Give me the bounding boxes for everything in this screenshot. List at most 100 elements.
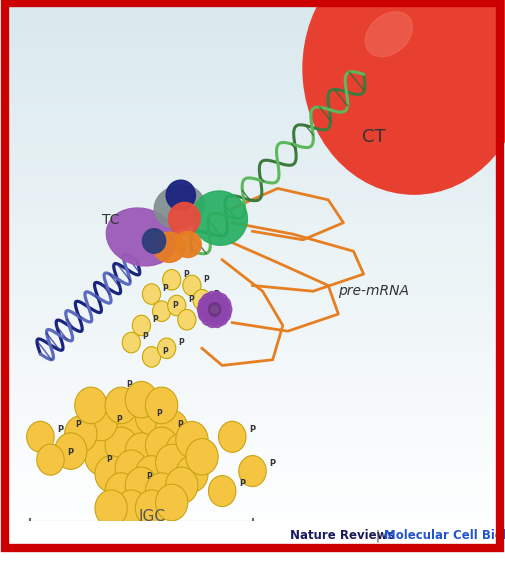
Bar	[5, 276, 500, 284]
Circle shape	[211, 313, 223, 327]
Circle shape	[132, 315, 150, 336]
Circle shape	[37, 444, 64, 475]
Bar	[5, 330, 500, 339]
Bar	[5, 512, 500, 521]
Bar	[5, 476, 500, 485]
Text: P: P	[213, 289, 219, 299]
Circle shape	[135, 399, 168, 435]
Text: CT: CT	[362, 128, 385, 146]
Circle shape	[115, 450, 147, 486]
Circle shape	[27, 421, 54, 452]
Circle shape	[220, 303, 232, 316]
Bar	[5, 167, 500, 175]
Circle shape	[158, 338, 176, 359]
Circle shape	[219, 297, 231, 311]
Circle shape	[142, 347, 161, 367]
Bar	[5, 521, 500, 548]
Bar	[5, 448, 500, 457]
Ellipse shape	[166, 180, 195, 210]
Bar	[5, 303, 500, 312]
Bar	[5, 430, 500, 439]
Bar	[5, 393, 500, 403]
Bar	[5, 221, 500, 230]
Bar	[5, 158, 500, 167]
Text: TC: TC	[103, 213, 120, 227]
Bar	[5, 339, 500, 348]
Text: IGC: IGC	[138, 509, 165, 524]
Circle shape	[209, 303, 221, 316]
Circle shape	[125, 433, 158, 469]
Text: P: P	[146, 472, 152, 481]
Circle shape	[206, 292, 218, 305]
Bar	[5, 49, 500, 57]
Bar	[5, 175, 500, 184]
Circle shape	[75, 387, 107, 424]
Circle shape	[122, 332, 140, 353]
Bar	[5, 267, 500, 276]
Bar	[5, 421, 500, 430]
Bar	[5, 57, 500, 66]
Ellipse shape	[192, 191, 247, 246]
Circle shape	[163, 270, 181, 290]
Bar	[5, 467, 500, 476]
Circle shape	[166, 433, 198, 469]
Text: pre-mRNA: pre-mRNA	[338, 284, 410, 298]
Bar	[5, 139, 500, 148]
Circle shape	[55, 433, 87, 469]
Bar	[5, 21, 500, 30]
Text: P: P	[163, 347, 168, 356]
Circle shape	[105, 387, 137, 424]
Bar	[5, 148, 500, 158]
Ellipse shape	[365, 12, 413, 57]
Bar	[5, 121, 500, 130]
Bar	[5, 357, 500, 367]
Circle shape	[211, 292, 223, 305]
Circle shape	[115, 490, 147, 526]
Text: P: P	[116, 415, 122, 424]
Bar	[5, 502, 500, 512]
Text: P: P	[142, 332, 148, 341]
Circle shape	[216, 293, 228, 307]
Text: P: P	[203, 275, 209, 284]
Ellipse shape	[169, 202, 200, 235]
Bar	[5, 457, 500, 467]
Bar	[5, 321, 500, 330]
Bar	[5, 293, 500, 303]
Bar	[5, 530, 500, 539]
Text: P: P	[178, 338, 183, 347]
Circle shape	[209, 476, 236, 506]
FancyBboxPatch shape	[5, 3, 500, 548]
Bar	[5, 75, 500, 85]
Bar	[5, 439, 500, 448]
Text: P: P	[153, 315, 158, 324]
Circle shape	[216, 312, 228, 325]
Circle shape	[193, 289, 211, 310]
Bar	[5, 85, 500, 94]
Bar	[5, 367, 500, 376]
Circle shape	[135, 456, 168, 492]
Text: P: P	[76, 420, 81, 429]
Circle shape	[198, 297, 211, 311]
Text: P: P	[269, 459, 275, 468]
Text: P: P	[177, 420, 182, 429]
Text: Molecular Cell Biology: Molecular Cell Biology	[384, 529, 505, 542]
Bar	[5, 230, 500, 239]
Circle shape	[125, 381, 158, 418]
Bar	[5, 258, 500, 267]
Circle shape	[105, 473, 137, 509]
Circle shape	[239, 456, 266, 486]
Bar	[5, 376, 500, 385]
Bar	[5, 112, 500, 121]
Bar	[5, 521, 500, 530]
Circle shape	[145, 427, 178, 464]
Circle shape	[166, 467, 198, 504]
Circle shape	[95, 456, 127, 492]
Circle shape	[142, 284, 161, 304]
Bar	[5, 66, 500, 75]
Text: P: P	[188, 295, 193, 304]
Circle shape	[125, 467, 158, 504]
Circle shape	[176, 456, 208, 492]
Circle shape	[75, 421, 107, 458]
Circle shape	[105, 427, 137, 464]
Bar	[5, 203, 500, 212]
